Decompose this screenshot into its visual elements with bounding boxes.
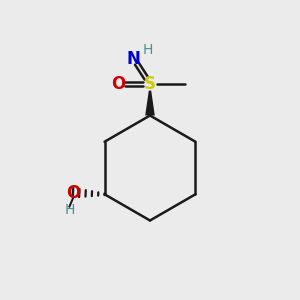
Text: N: N (127, 50, 140, 68)
Polygon shape (145, 91, 155, 116)
Text: O: O (66, 184, 80, 202)
Text: O: O (111, 75, 126, 93)
Text: S: S (144, 75, 156, 93)
Text: H: H (64, 203, 75, 217)
Text: H: H (143, 43, 153, 57)
